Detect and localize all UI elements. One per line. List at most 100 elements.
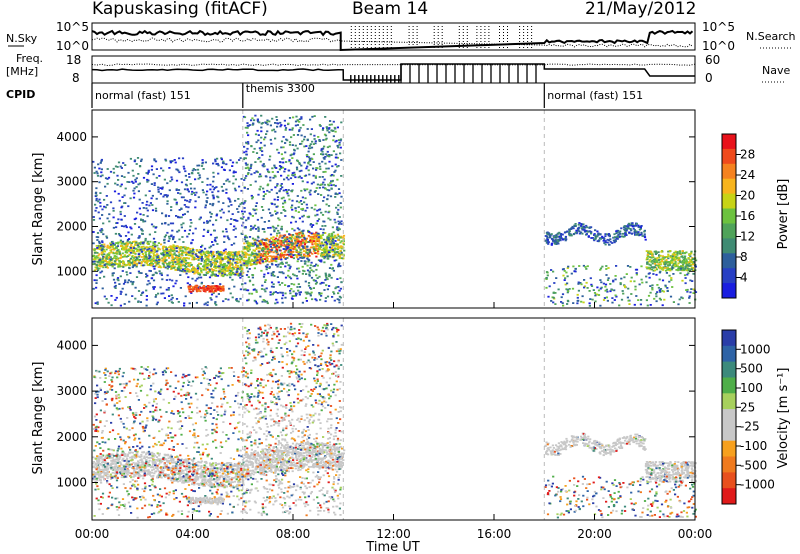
heatmap-cell (93, 166, 96, 169)
heatmap-cell (663, 263, 667, 266)
heatmap-cell (200, 269, 203, 272)
heatmap-cell (556, 235, 559, 238)
noise-gap-dot (466, 47, 468, 48)
heatmap-cell (669, 255, 672, 257)
noise-gap-dot (458, 29, 460, 30)
heatmap-cell (93, 260, 96, 263)
heatmap-cell (280, 254, 283, 257)
heatmap-cell (187, 265, 190, 267)
heatmap-cell (223, 169, 226, 171)
heatmap-cell (262, 163, 265, 165)
heatmap-cell (616, 238, 619, 240)
heatmap-cell (214, 160, 217, 163)
heatmap-cell (106, 204, 109, 206)
noise-gap-dot (362, 26, 364, 27)
heatmap-cell (245, 164, 248, 166)
heatmap-cell (236, 267, 239, 270)
heatmap-cell (95, 170, 98, 173)
heatmap-cell (677, 303, 680, 306)
noise-gap-dots (350, 26, 533, 48)
heatmap-cell (339, 249, 342, 252)
noise-gap-dot (374, 26, 376, 27)
heatmap-cell (285, 236, 289, 238)
heatmap-cell (232, 255, 235, 257)
heatmap-cell (105, 236, 109, 239)
heatmap-cell (224, 248, 227, 251)
heatmap-cell (178, 238, 181, 241)
heatmap-cell (295, 275, 298, 277)
heatmap-cell (163, 239, 166, 242)
heatmap-cell (116, 278, 119, 281)
heatmap-cell (166, 182, 169, 185)
heatmap-cell (245, 252, 248, 254)
heatmap-cell (194, 279, 197, 282)
heatmap-cell (251, 123, 254, 126)
heatmap-cell (314, 245, 317, 248)
heatmap-cell (626, 227, 629, 230)
heatmap-cell (265, 239, 268, 242)
heatmap-cell (622, 232, 625, 235)
heatmap-cell (170, 176, 173, 179)
heatmap-cell (168, 167, 171, 169)
heatmap-cell (200, 258, 203, 260)
heatmap-cell (326, 129, 329, 132)
heatmap-cell (678, 252, 681, 255)
heatmap-cell (211, 204, 214, 207)
heatmap-cell (135, 240, 138, 243)
heatmap-cell (145, 207, 148, 210)
heatmap-cell (275, 116, 278, 118)
heatmap-cell (336, 156, 339, 159)
heatmap-cell (140, 158, 143, 161)
heatmap-cell (298, 231, 302, 234)
heatmap-cell (284, 168, 287, 170)
heatmap-cell (326, 127, 329, 130)
heatmap-cell (277, 253, 280, 256)
heatmap-cell (148, 204, 151, 207)
heatmap-cell (207, 229, 210, 232)
heatmap-cell (290, 288, 293, 290)
heatmap-cell (190, 269, 193, 272)
noise-gap-dot (503, 32, 504, 33)
heatmap-cell (172, 238, 175, 241)
heatmap-cell (315, 299, 318, 302)
heatmap-cell (294, 144, 297, 147)
heatmap-cell (179, 274, 182, 276)
heatmap-cell (160, 292, 163, 295)
heatmap-cell (681, 266, 684, 269)
heatmap-cell (278, 168, 281, 171)
heatmap-cell (182, 196, 185, 199)
heatmap-cell (256, 239, 259, 242)
heatmap-cell (266, 130, 269, 133)
noise-gap-dot (408, 44, 410, 45)
heatmap-cell (321, 147, 324, 150)
heatmap-cell (654, 251, 657, 254)
noise-gap-dot (523, 26, 525, 27)
heatmap-cell (590, 226, 593, 229)
heatmap-cell (648, 260, 651, 263)
heatmap-cell (244, 240, 247, 243)
heatmap-cell (250, 119, 253, 122)
heatmap-cell (211, 261, 215, 264)
heatmap-cell (306, 188, 309, 191)
heatmap-cell (260, 216, 263, 219)
heatmap-cell (114, 284, 117, 287)
heatmap-cell (305, 167, 308, 170)
heatmap-cell (137, 190, 140, 193)
heatmap-cell (322, 200, 325, 202)
heatmap-cell (111, 265, 114, 268)
heatmap-cell (313, 208, 316, 211)
heatmap-cell (318, 176, 321, 178)
freq-label-2: [MHz] (6, 65, 38, 78)
heatmap-cell (321, 252, 324, 254)
heatmap-cell (314, 175, 317, 178)
heatmap-cell (334, 140, 337, 143)
heatmap-cell (238, 205, 241, 208)
heatmap-cell (97, 236, 100, 239)
heatmap-cell (255, 246, 259, 249)
heatmap-cell (335, 259, 338, 262)
heatmap-cell (287, 194, 290, 197)
heatmap-cell (228, 251, 231, 254)
heatmap-cell (257, 246, 260, 249)
heatmap-cell (246, 299, 249, 302)
heatmap-cell (228, 238, 231, 241)
